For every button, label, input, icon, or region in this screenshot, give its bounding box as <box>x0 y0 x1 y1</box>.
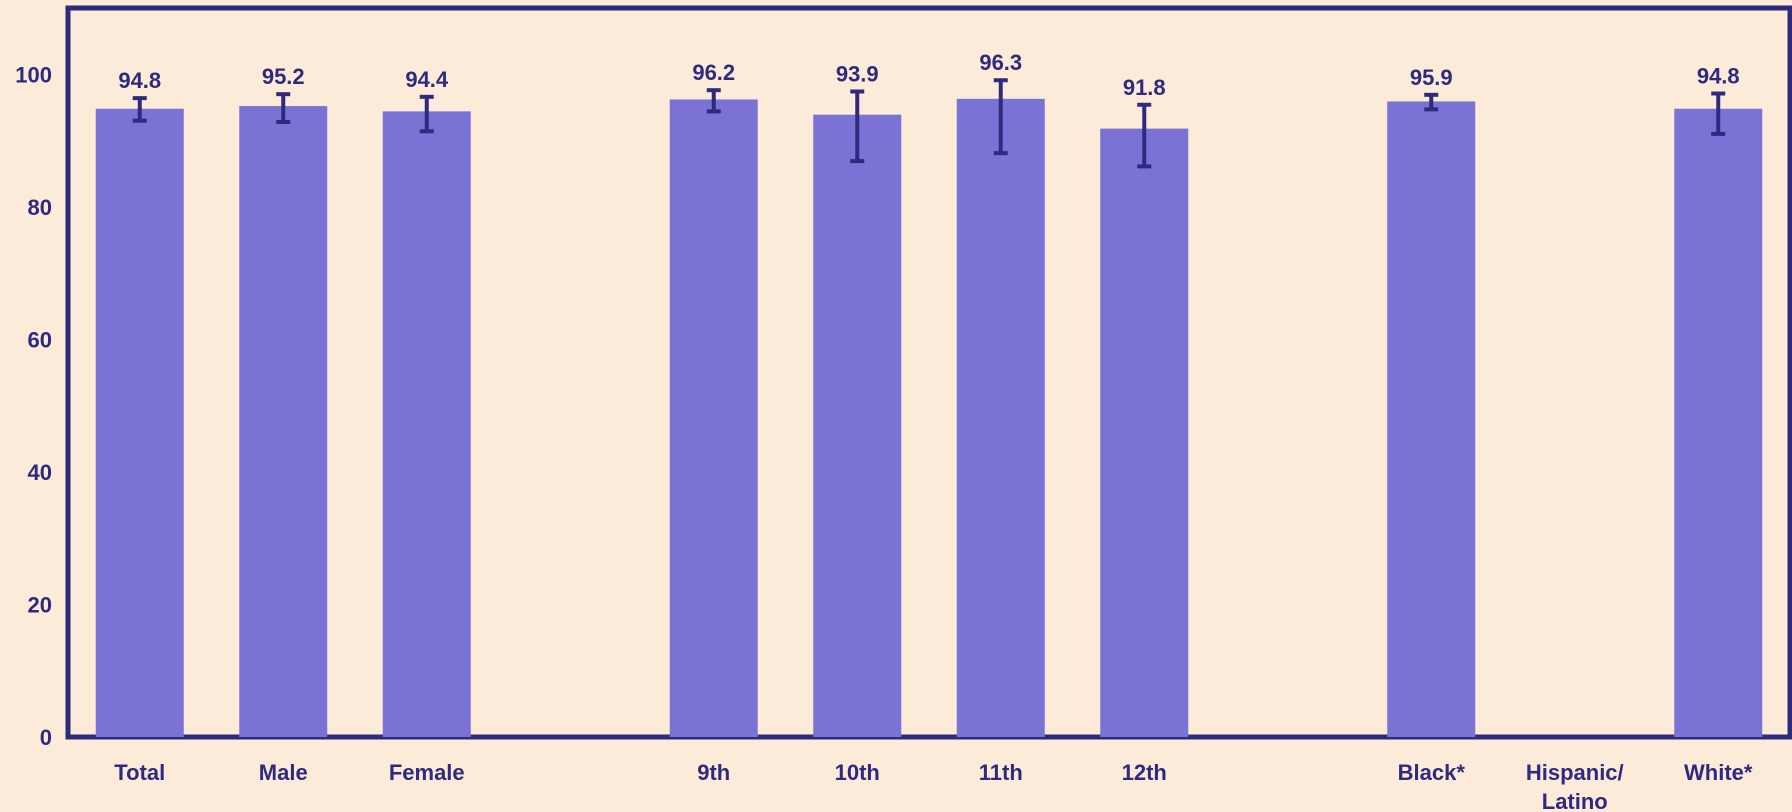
data-label: 91.8 <box>1123 75 1166 100</box>
error-bar <box>993 78 1008 156</box>
error-bar <box>850 89 865 164</box>
x-tick-label: Latino <box>1542 789 1608 812</box>
y-tick-label: 40 <box>28 460 52 485</box>
y-tick-label: 60 <box>28 327 52 352</box>
y-tick-label: 100 <box>15 62 52 87</box>
x-tick-label: 11th <box>979 760 1023 785</box>
x-tick-label: Total <box>114 760 165 785</box>
data-label: 95.9 <box>1410 65 1453 90</box>
data-labels: 94.8 95.2 94.4 96.2 93.9 96.3 91.8 95.9 94.8 <box>118 50 1739 100</box>
bars <box>95 98 1763 738</box>
bar <box>382 111 471 738</box>
error-bar <box>1137 102 1152 169</box>
data-label: 96.2 <box>692 60 735 85</box>
error-bar <box>276 92 291 124</box>
x-tick-label: Black* <box>1398 760 1466 785</box>
plot-frame <box>65 5 1792 740</box>
error-bar <box>1424 92 1439 112</box>
data-label: 96.3 <box>979 50 1022 75</box>
error-bars <box>132 78 1726 169</box>
x-tick-label: Female <box>389 760 465 785</box>
bar <box>669 99 758 737</box>
x-axis: Total Male Female 9th 10th 11th 12th Black* Hisp… <box>114 760 1753 812</box>
bar <box>239 106 328 738</box>
bar <box>956 98 1045 737</box>
x-tick-label: 10th <box>835 760 880 785</box>
x-tick-label: Hispanic/ <box>1526 760 1624 785</box>
data-label: 93.9 <box>836 62 879 87</box>
y-axis: 0 20 40 60 80 100 <box>15 62 52 750</box>
data-label: 94.8 <box>1697 63 1740 88</box>
x-tick-label: 9th <box>697 760 730 785</box>
bar <box>95 108 184 737</box>
y-tick-label: 20 <box>28 592 52 617</box>
x-tick-label: White* <box>1684 760 1753 785</box>
bar <box>1100 128 1189 738</box>
x-tick-label: Male <box>259 760 308 785</box>
y-tick-label: 0 <box>40 725 52 750</box>
error-bar <box>132 96 147 123</box>
error-bar <box>1711 91 1726 136</box>
bar <box>813 114 902 737</box>
bar <box>1387 101 1476 738</box>
data-label: 95.2 <box>262 64 305 89</box>
y-tick-label: 80 <box>28 195 52 220</box>
bar <box>1674 108 1763 737</box>
error-bar <box>419 94 434 134</box>
error-bar <box>706 88 721 114</box>
data-label: 94.8 <box>118 68 161 93</box>
x-tick-label: 12th <box>1122 760 1167 785</box>
data-label: 94.4 <box>405 67 449 92</box>
